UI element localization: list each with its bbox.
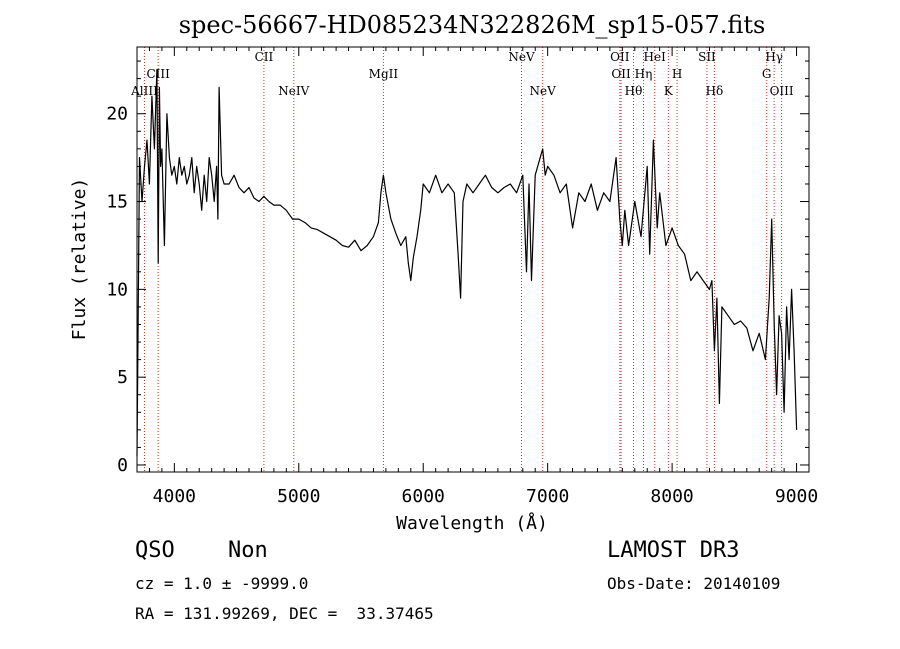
redshift-line: cz = 1.0 ± -9999.0 [135,574,309,593]
x-axis: 4000 5000 6000 7000 8000 9000 [136,47,818,507]
marker-label-11: HeI [644,50,667,64]
marker-label-18: OIII [770,84,794,98]
y-axis-label: Flux (relative) [69,178,90,341]
chart-title: spec-56667-HD085234N322826M_sp15-057.fit… [179,11,766,39]
marker-label-17: Hγ [765,50,783,64]
marker-label-10: Hη [635,67,653,81]
y-tick-label-0: 0 [117,455,128,476]
coordinates-line: RA = 131.99269, DEC = 33.37465 [135,604,434,623]
marker-label-9: Hθ [625,84,643,98]
survey-name: LAMOST DR3 [607,538,740,563]
x-tick-label-0: 4000 [153,486,196,507]
object-class: QSO [135,538,175,563]
marker-label-15: Hδ [706,84,724,98]
y-tick-label-3: 15 [106,192,128,213]
spectrum-line [136,69,798,457]
spectrum-series [136,69,798,457]
x-tick-label-4: 8000 [650,486,693,507]
marker-label-16: G [762,67,772,81]
x-tick-label-1: 5000 [277,486,320,507]
y-tick-label-1: 5 [117,367,128,388]
marker-label-8: OII [611,67,631,81]
x-tick-label-2: 6000 [402,486,445,507]
x-tick-label-5: 9000 [775,486,818,507]
marker-label-6: NeV [530,84,557,98]
marker-label-1: CIII [146,67,170,81]
x-axis-label: Wavelength (Å) [396,512,548,534]
line-markers: AlIII CIII CII NeIV MgII NeV NeV OII OII Hθ Hη HeI K… [130,47,794,472]
marker-label-3: NeIV [278,84,309,98]
marker-label-14: SII [698,50,716,64]
marker-label-2: CII [255,50,274,64]
marker-label-0: AlIII [130,84,158,98]
marker-label-5: NeV [508,50,535,64]
spectrum-chart: spec-56667-HD085234N322826M_sp15-057.fit… [69,11,818,534]
marker-label-7: OII [610,50,630,64]
object-subclass: Non [228,538,268,563]
y-axis: 0 5 10 15 20 [106,60,809,476]
y-tick-label-2: 10 [106,279,128,300]
x-tick-label-3: 7000 [526,486,569,507]
marker-label-4: MgII [369,67,399,81]
plot-frame [136,46,810,473]
marker-label-12: K [664,84,674,98]
marker-label-13: H [672,67,682,81]
observation-date: Obs-Date: 20140109 [607,574,781,593]
y-tick-label-4: 20 [106,104,128,125]
